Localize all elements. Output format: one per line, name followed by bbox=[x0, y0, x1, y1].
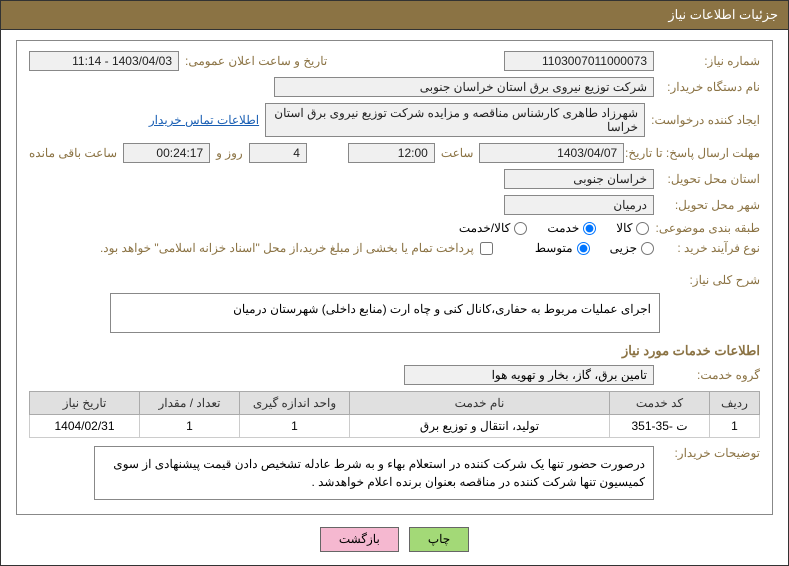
row-buyer-notes: توضیحات خریدار: درصورت حضور تنها یک شرکت… bbox=[29, 446, 760, 500]
radio-medium[interactable]: متوسط bbox=[535, 241, 590, 255]
button-row: چاپ بازگشت bbox=[16, 527, 773, 552]
cell-unit: 1 bbox=[240, 415, 350, 438]
back-button[interactable]: بازگشت bbox=[320, 527, 399, 552]
label-announce-dt: تاریخ و ساعت اعلان عمومی: bbox=[185, 54, 327, 68]
label-deadline: مهلت ارسال پاسخ: تا تاریخ: bbox=[630, 146, 760, 160]
th-unit: واحد اندازه گیری bbox=[240, 392, 350, 415]
field-need-no: 1103007011000073 bbox=[504, 51, 654, 71]
row-city: شهر محل تحویل: درمیان bbox=[29, 195, 760, 215]
main-panel: شماره نیاز: 1103007011000073 تاریخ و ساع… bbox=[16, 40, 773, 515]
field-deadline-date: 1403/04/07 bbox=[479, 143, 624, 163]
label-remaining: ساعت باقی مانده bbox=[29, 146, 117, 160]
field-announce-dt: 1403/04/03 - 11:14 bbox=[29, 51, 179, 71]
services-table: ردیف کد خدمت نام خدمت واحد اندازه گیری ت… bbox=[29, 391, 760, 438]
payment-checkbox-line: پرداخت تمام یا بخشی از مبلغ خرید،از محل … bbox=[100, 241, 493, 255]
label-purchase-type: نوع فرآیند خرید : bbox=[660, 241, 760, 255]
cell-name: تولید، انتقال و توزیع برق bbox=[350, 415, 610, 438]
th-qty: تعداد / مقدار bbox=[140, 392, 240, 415]
label-service-group: گروه خدمت: bbox=[660, 368, 760, 382]
row-province: استان محل تحویل: خراسان جنوبی bbox=[29, 169, 760, 189]
row-purchase-type: نوع فرآیند خرید : جزیی متوسط پرداخت تمام… bbox=[29, 241, 760, 255]
need-desc-box: اجرای عملیات مربوط به حفاری،کانال کنی و … bbox=[110, 293, 660, 333]
label-province: استان محل تحویل: bbox=[660, 172, 760, 186]
print-button[interactable]: چاپ bbox=[409, 527, 469, 552]
field-province: خراسان جنوبی bbox=[504, 169, 654, 189]
payment-checkbox[interactable] bbox=[480, 242, 493, 255]
label-need-desc: شرح کلی نیاز: bbox=[660, 273, 760, 287]
field-service-group: تامین برق، گاز، بخار و تهویه هوا bbox=[404, 365, 654, 385]
label-subject-class: طبقه بندی موضوعی: bbox=[655, 221, 760, 235]
th-code: کد خدمت bbox=[610, 392, 710, 415]
row-buyer-org: نام دستگاه خریدار: شرکت توزیع نیروی برق … bbox=[29, 77, 760, 97]
row-requester: ایجاد کننده درخواست: شهرزاد طاهری کارشنا… bbox=[29, 103, 760, 137]
row-subject-class: طبقه بندی موضوعی: کالا خدمت کالا/خدمت bbox=[29, 221, 760, 235]
th-name: نام خدمت bbox=[350, 392, 610, 415]
radio-service[interactable]: خدمت bbox=[547, 221, 596, 235]
label-buyer-org: نام دستگاه خریدار: bbox=[660, 80, 760, 94]
field-deadline-hour: 12:00 bbox=[348, 143, 435, 163]
label-requester: ایجاد کننده درخواست: bbox=[651, 113, 760, 127]
row-service-group: گروه خدمت: تامین برق، گاز، بخار و تهویه … bbox=[29, 365, 760, 385]
cell-row: 1 bbox=[710, 415, 760, 438]
row-need-desc: شرح کلی نیاز: bbox=[29, 273, 760, 287]
radio-goods[interactable]: کالا bbox=[616, 221, 649, 235]
contact-link[interactable]: اطلاعات تماس خریدار bbox=[149, 113, 259, 127]
buyer-notes-box: درصورت حضور تنها یک شرکت کننده در استعلا… bbox=[94, 446, 654, 500]
subject-radio-group: کالا خدمت کالا/خدمت bbox=[459, 221, 650, 235]
row-deadline: مهلت ارسال پاسخ: تا تاریخ: 1403/04/07 سا… bbox=[29, 143, 760, 163]
label-buyer-notes: توضیحات خریدار: bbox=[660, 446, 760, 460]
field-city: درمیان bbox=[504, 195, 654, 215]
cell-qty: 1 bbox=[140, 415, 240, 438]
label-days-and: روز و bbox=[216, 146, 243, 160]
table-row: 1 ت -35-351 تولید، انتقال و توزیع برق 1 … bbox=[30, 415, 760, 438]
field-buyer-org: شرکت توزیع نیروی برق استان خراسان جنوبی bbox=[274, 77, 654, 97]
services-info-title: اطلاعات خدمات مورد نیاز bbox=[29, 343, 760, 359]
field-requester: شهرزاد طاهری کارشناس مناقصه و مزایده شرک… bbox=[265, 103, 645, 137]
label-need-no: شماره نیاز: bbox=[660, 54, 760, 68]
label-city: شهر محل تحویل: bbox=[660, 198, 760, 212]
radio-goods-service[interactable]: کالا/خدمت bbox=[459, 221, 527, 235]
label-hour: ساعت bbox=[441, 146, 474, 160]
th-row: ردیف bbox=[710, 392, 760, 415]
row-need-no: شماره نیاز: 1103007011000073 تاریخ و ساع… bbox=[29, 51, 760, 71]
th-date: تاریخ نیاز bbox=[30, 392, 140, 415]
radio-minor[interactable]: جزیی bbox=[610, 241, 654, 255]
window: جزئیات اطلاعات نیاز AriaTender.net شماره… bbox=[0, 0, 789, 566]
payment-note: پرداخت تمام یا بخشی از مبلغ خرید،از محل … bbox=[100, 241, 474, 255]
title-bar: جزئیات اطلاعات نیاز bbox=[1, 1, 788, 30]
cell-date: 1404/02/31 bbox=[30, 415, 140, 438]
purchase-radio-group: جزیی متوسط bbox=[535, 241, 654, 255]
field-countdown: 00:24:17 bbox=[123, 143, 210, 163]
field-days: 4 bbox=[249, 143, 307, 163]
cell-code: ت -35-351 bbox=[610, 415, 710, 438]
